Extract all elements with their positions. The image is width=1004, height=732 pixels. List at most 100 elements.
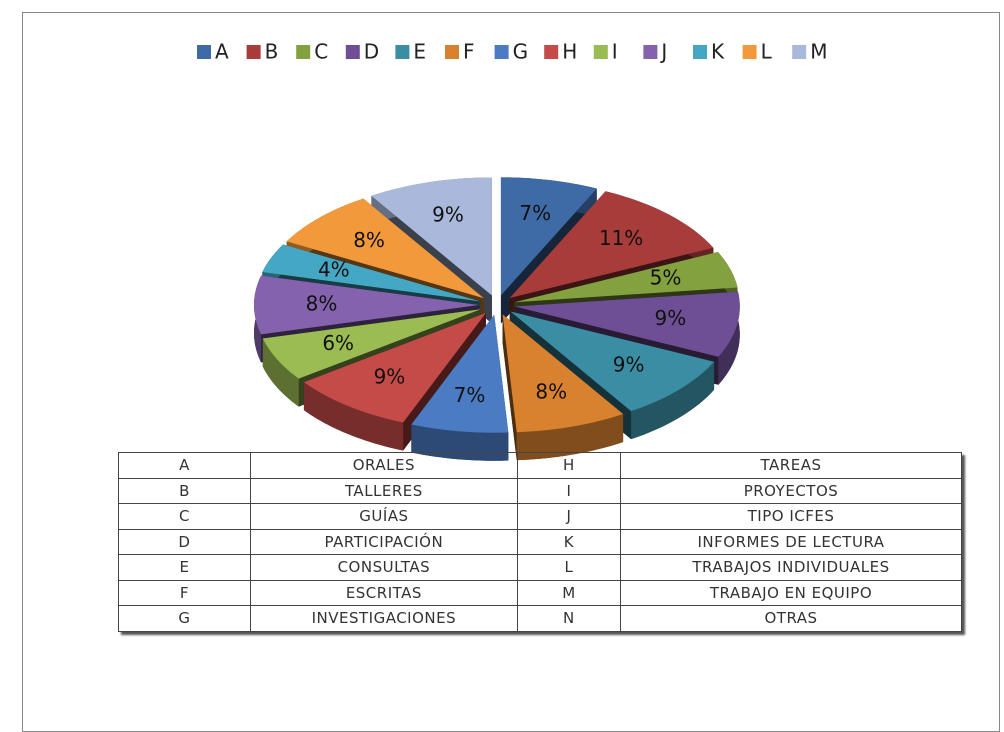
- legend-label: C: [314, 40, 328, 64]
- slice-top: [510, 311, 715, 412]
- legend-label: F: [463, 40, 475, 64]
- slice-top: [262, 309, 481, 379]
- legend-swatch: [197, 45, 211, 59]
- slice-wall: [411, 424, 509, 461]
- table-row: E CONSULTAS L TRABAJOS INDIVIDUALES: [118, 554, 962, 581]
- data-label: 8%: [535, 379, 567, 403]
- legend-label: L: [761, 40, 773, 64]
- data-label: 9%: [613, 353, 645, 377]
- slice-top: [262, 244, 481, 302]
- table-cell: C: [118, 503, 251, 530]
- slice: [411, 314, 509, 461]
- data-label: 11%: [599, 226, 643, 250]
- table-cell: H: [516, 452, 622, 479]
- legend-swatch: [643, 45, 658, 59]
- table-cell: L: [516, 554, 622, 581]
- legend-label: G: [513, 40, 529, 64]
- slice-top: [514, 291, 740, 357]
- table-cell: M: [516, 579, 622, 606]
- data-label: 9%: [374, 365, 406, 389]
- slice-top: [514, 251, 738, 303]
- data-label: 8%: [306, 292, 338, 316]
- legend-label: A: [215, 40, 229, 64]
- table-cell: GUÍAS: [249, 503, 518, 530]
- table-cell: TIPO ICFES: [620, 503, 962, 530]
- legend-swatch: [246, 45, 261, 59]
- table-row: C GUÍAS J TIPO ICFES: [118, 503, 962, 530]
- legend-swatch: [742, 45, 757, 59]
- table-cell: ESCRITAS: [249, 579, 518, 606]
- slice: [303, 312, 486, 451]
- slice-top: [502, 314, 624, 433]
- legend-swatch: [792, 45, 807, 59]
- table-cell: E: [118, 554, 251, 581]
- data-label: 9%: [654, 306, 686, 330]
- data-label: 9%: [432, 203, 464, 227]
- slice-top: [286, 198, 484, 299]
- legend-swatch: [494, 45, 509, 59]
- slice-wall: [631, 361, 715, 440]
- table-cell: I: [516, 477, 622, 504]
- table-cell: PARTICIPACIÓN: [249, 528, 518, 555]
- slice-wall: [303, 382, 404, 451]
- table-cell: ORALES: [249, 452, 518, 479]
- table-cell: J: [516, 503, 622, 530]
- legend-label: B: [265, 40, 279, 64]
- legend-swatch: [296, 45, 311, 59]
- slice-side: [502, 314, 517, 461]
- legend-swatch: [544, 45, 559, 59]
- table-cell: G: [118, 605, 251, 632]
- table-row: B TALLERES I PROYECTOS: [118, 477, 962, 504]
- table-cell: B: [118, 477, 251, 504]
- table-row: G INVESTIGACIONES N OTRAS: [118, 605, 962, 632]
- table-row: D PARTICIPACIÓN K INFORMES DE LECTURA: [118, 528, 962, 555]
- table-cell: INVESTIGACIONES: [249, 605, 518, 632]
- table-cell: OTRAS: [620, 605, 962, 632]
- legend-label: M: [810, 40, 827, 64]
- data-label: 5%: [650, 266, 682, 290]
- slice-wall: [516, 414, 624, 461]
- table-cell: INFORMES DE LECTURA: [620, 528, 962, 555]
- slice-top: [371, 177, 492, 296]
- table-cell: TRABAJOS INDIVIDUALES: [620, 554, 962, 581]
- table-row: F ESCRITAS M TRABAJO EN EQUIPO: [118, 579, 962, 606]
- data-label: 7%: [454, 383, 486, 407]
- legend-label: I: [612, 40, 618, 64]
- table-cell: CONSULTAS: [249, 554, 518, 581]
- data-label: 7%: [519, 201, 551, 225]
- slice-top: [509, 191, 714, 298]
- legend-label: E: [413, 40, 426, 64]
- table-cell: TAREAS: [620, 452, 962, 479]
- table-cell: D: [118, 528, 251, 555]
- slice-top: [411, 314, 509, 433]
- slice-top: [303, 312, 486, 423]
- slice-wall: [718, 291, 740, 385]
- legend-label: J: [659, 40, 667, 64]
- slice: [502, 314, 624, 461]
- table-row: A ORALES H TAREAS: [118, 452, 962, 479]
- slice-top: [500, 177, 597, 296]
- table-cell: TRABAJO EN EQUIPO: [620, 579, 962, 606]
- table-cell: N: [516, 605, 622, 632]
- legend-swatch: [445, 45, 459, 59]
- table-cell: A: [118, 452, 251, 479]
- data-label: 8%: [353, 228, 385, 252]
- table-cell: F: [118, 579, 251, 606]
- legend-swatch: [345, 45, 360, 59]
- legend-swatch: [395, 45, 410, 59]
- legend-swatch: [693, 45, 707, 59]
- legend-label: H: [562, 40, 577, 64]
- legend-swatch: [593, 45, 608, 59]
- table-cell: TALLERES: [249, 477, 518, 504]
- legend-label: D: [364, 40, 379, 64]
- slice-wall: [262, 338, 299, 407]
- slice-top: [254, 275, 479, 335]
- table-cell: K: [516, 528, 622, 555]
- data-label: 4%: [318, 257, 350, 281]
- data-label: 6%: [322, 331, 354, 355]
- legend-label: K: [711, 40, 725, 64]
- legend-table: A ORALES H TAREAS B TALLERES I PROYECTOS C GUÍAS J…: [118, 452, 962, 632]
- table-cell: PROYECTOS: [620, 477, 962, 504]
